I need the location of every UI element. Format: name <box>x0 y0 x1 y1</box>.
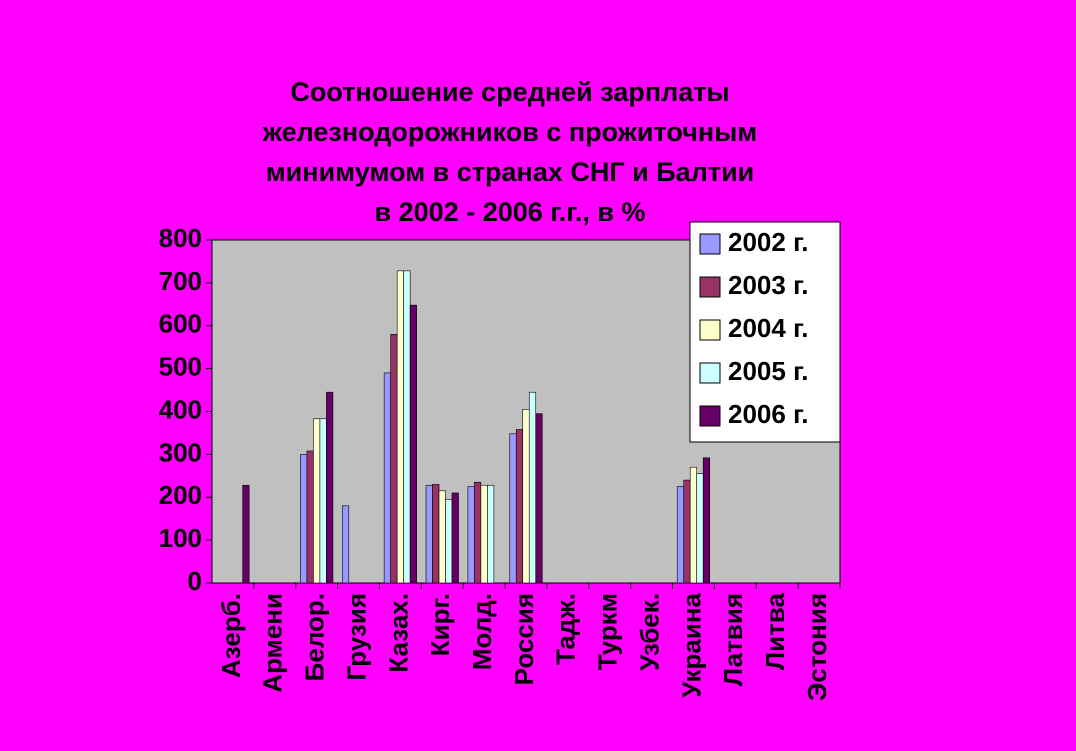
bar <box>396 270 404 584</box>
bar <box>383 372 391 584</box>
bar <box>451 492 459 584</box>
x-tick-label: Молд. <box>467 593 497 670</box>
bar <box>319 418 327 584</box>
x-tick-label: Латвия <box>718 593 748 686</box>
bar <box>474 481 482 584</box>
y-tick-label: 600 <box>159 309 202 339</box>
x-tick-label: Украина <box>676 592 706 697</box>
bar <box>689 466 698 584</box>
y-tick-label: 500 <box>159 352 202 382</box>
bar <box>432 484 440 584</box>
legend-label: 2005 г. <box>728 356 809 386</box>
chart-title: в 2002 - 2006 г.г., в % <box>375 197 646 227</box>
legend-swatch <box>699 362 721 384</box>
bar <box>313 418 321 584</box>
bar <box>242 484 250 584</box>
bar <box>438 490 446 584</box>
x-tick-label: Тадж. <box>551 593 581 665</box>
bar <box>467 486 475 584</box>
legend-label: 2002 г. <box>728 227 809 257</box>
chart-title: железнодорожников с прожиточным <box>262 117 757 147</box>
legend-swatch <box>699 405 721 427</box>
chart-title: минимумом в странах СНГ и Балтии <box>266 157 755 187</box>
legend-label: 2004 г. <box>728 313 809 343</box>
legend-swatch <box>699 233 721 255</box>
y-tick-label: 800 <box>159 223 202 253</box>
x-tick-label: Эстония <box>802 593 832 701</box>
x-tick-label: Узбек. <box>634 593 664 671</box>
legend-swatch <box>699 276 721 298</box>
y-tick-label: 300 <box>159 437 202 467</box>
legend-label: 2006 г. <box>728 399 809 429</box>
bar <box>696 473 704 584</box>
y-tick-label: 700 <box>159 266 202 296</box>
bar <box>487 484 495 584</box>
x-tick-label: Литва <box>760 592 790 670</box>
y-tick-label: 100 <box>159 523 202 553</box>
y-tick-label: 0 <box>188 566 202 596</box>
x-tick-label: Кирг. <box>425 593 455 656</box>
bar <box>409 304 417 584</box>
bar <box>390 334 398 584</box>
bar <box>480 484 488 584</box>
chart-title: Соотношение средней зарплаты <box>290 77 729 107</box>
bar <box>445 499 453 584</box>
bar <box>702 457 711 584</box>
bar <box>306 450 314 584</box>
bar <box>509 433 517 584</box>
bar <box>683 479 691 584</box>
bar <box>403 270 411 584</box>
x-tick-label: Туркм <box>593 593 623 670</box>
x-tick-label: Белор. <box>300 593 330 681</box>
bar <box>425 484 433 584</box>
bar <box>515 429 524 584</box>
bar <box>528 391 537 584</box>
bar <box>522 409 530 584</box>
bar <box>535 413 543 584</box>
legend-swatch <box>699 319 721 341</box>
x-tick-label: Грузия <box>341 593 371 680</box>
y-tick-label: 200 <box>159 480 202 510</box>
bar <box>326 391 334 584</box>
bar <box>300 454 308 584</box>
bar <box>676 486 685 584</box>
x-tick-label: Россия <box>509 593 539 685</box>
bar <box>341 505 350 584</box>
x-tick-label: Азерб. <box>216 593 246 678</box>
x-tick-label: Армени <box>258 593 288 693</box>
legend-label: 2003 г. <box>728 270 809 300</box>
y-tick-label: 400 <box>159 394 202 424</box>
x-tick-label: Казах. <box>383 593 413 673</box>
